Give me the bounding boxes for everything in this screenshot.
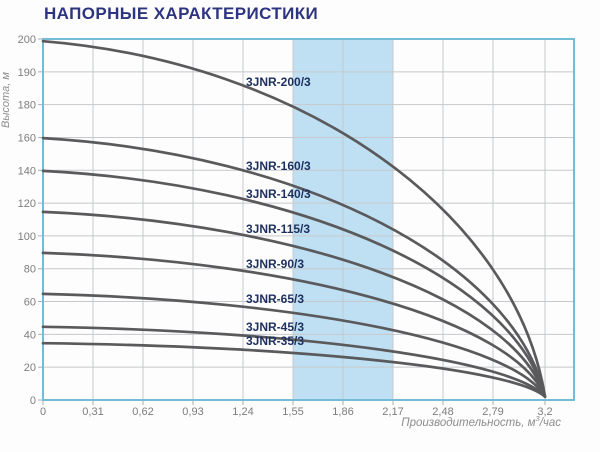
x-tick-label: 0,62 <box>132 406 153 418</box>
plot-frame <box>42 38 575 401</box>
y-tick-label: 190 <box>18 67 36 79</box>
x-axis-title-superscript: 3 <box>535 414 540 424</box>
x-tick-label: 2,17 <box>382 406 403 418</box>
pump-curve <box>41 210 547 399</box>
x-tick-label: 0,31 <box>82 406 103 418</box>
x-tick-label: 1,55 <box>282 406 303 418</box>
pump-curve <box>41 292 547 399</box>
pump-curve <box>41 169 547 399</box>
y-tick-label: 80 <box>24 264 36 276</box>
pump-curve <box>41 341 547 399</box>
x-tick-label: 0 <box>40 406 46 418</box>
x-tick-label: 2,79 <box>482 406 503 418</box>
x-axis-title: Производительность, м3/час <box>401 414 561 429</box>
pump-curve <box>41 251 547 399</box>
pump-curve <box>41 39 547 399</box>
pump-curve <box>41 325 547 399</box>
y-tick-label: 140 <box>18 165 36 177</box>
x-tick-label: 3,2 <box>537 406 552 418</box>
chart-title: НАПОРНЫЕ ХАРАКТЕРИСТИКИ <box>44 4 319 23</box>
pump-curve <box>41 136 547 399</box>
y-tick-label: 120 <box>18 198 36 210</box>
x-axis-title-unit: /час <box>539 417 561 429</box>
y-tick-label: 200 <box>18 34 36 46</box>
y-tick-label: 40 <box>24 329 36 341</box>
y-tick-label: 60 <box>24 297 36 309</box>
x-tick-label: 1,86 <box>332 406 353 418</box>
x-tick-label: 2,48 <box>432 406 453 418</box>
y-tick-label: 100 <box>18 231 36 243</box>
y-tick-label: 180 <box>18 100 36 112</box>
y-tick-label: 0 <box>30 395 36 407</box>
y-tick-label: 20 <box>24 362 36 374</box>
x-tick-label: 1,24 <box>232 406 253 418</box>
y-tick-label: 160 <box>18 132 36 144</box>
x-axis-title-text: Производительность, м <box>401 417 536 429</box>
x-tick-label: 0,93 <box>182 406 203 418</box>
